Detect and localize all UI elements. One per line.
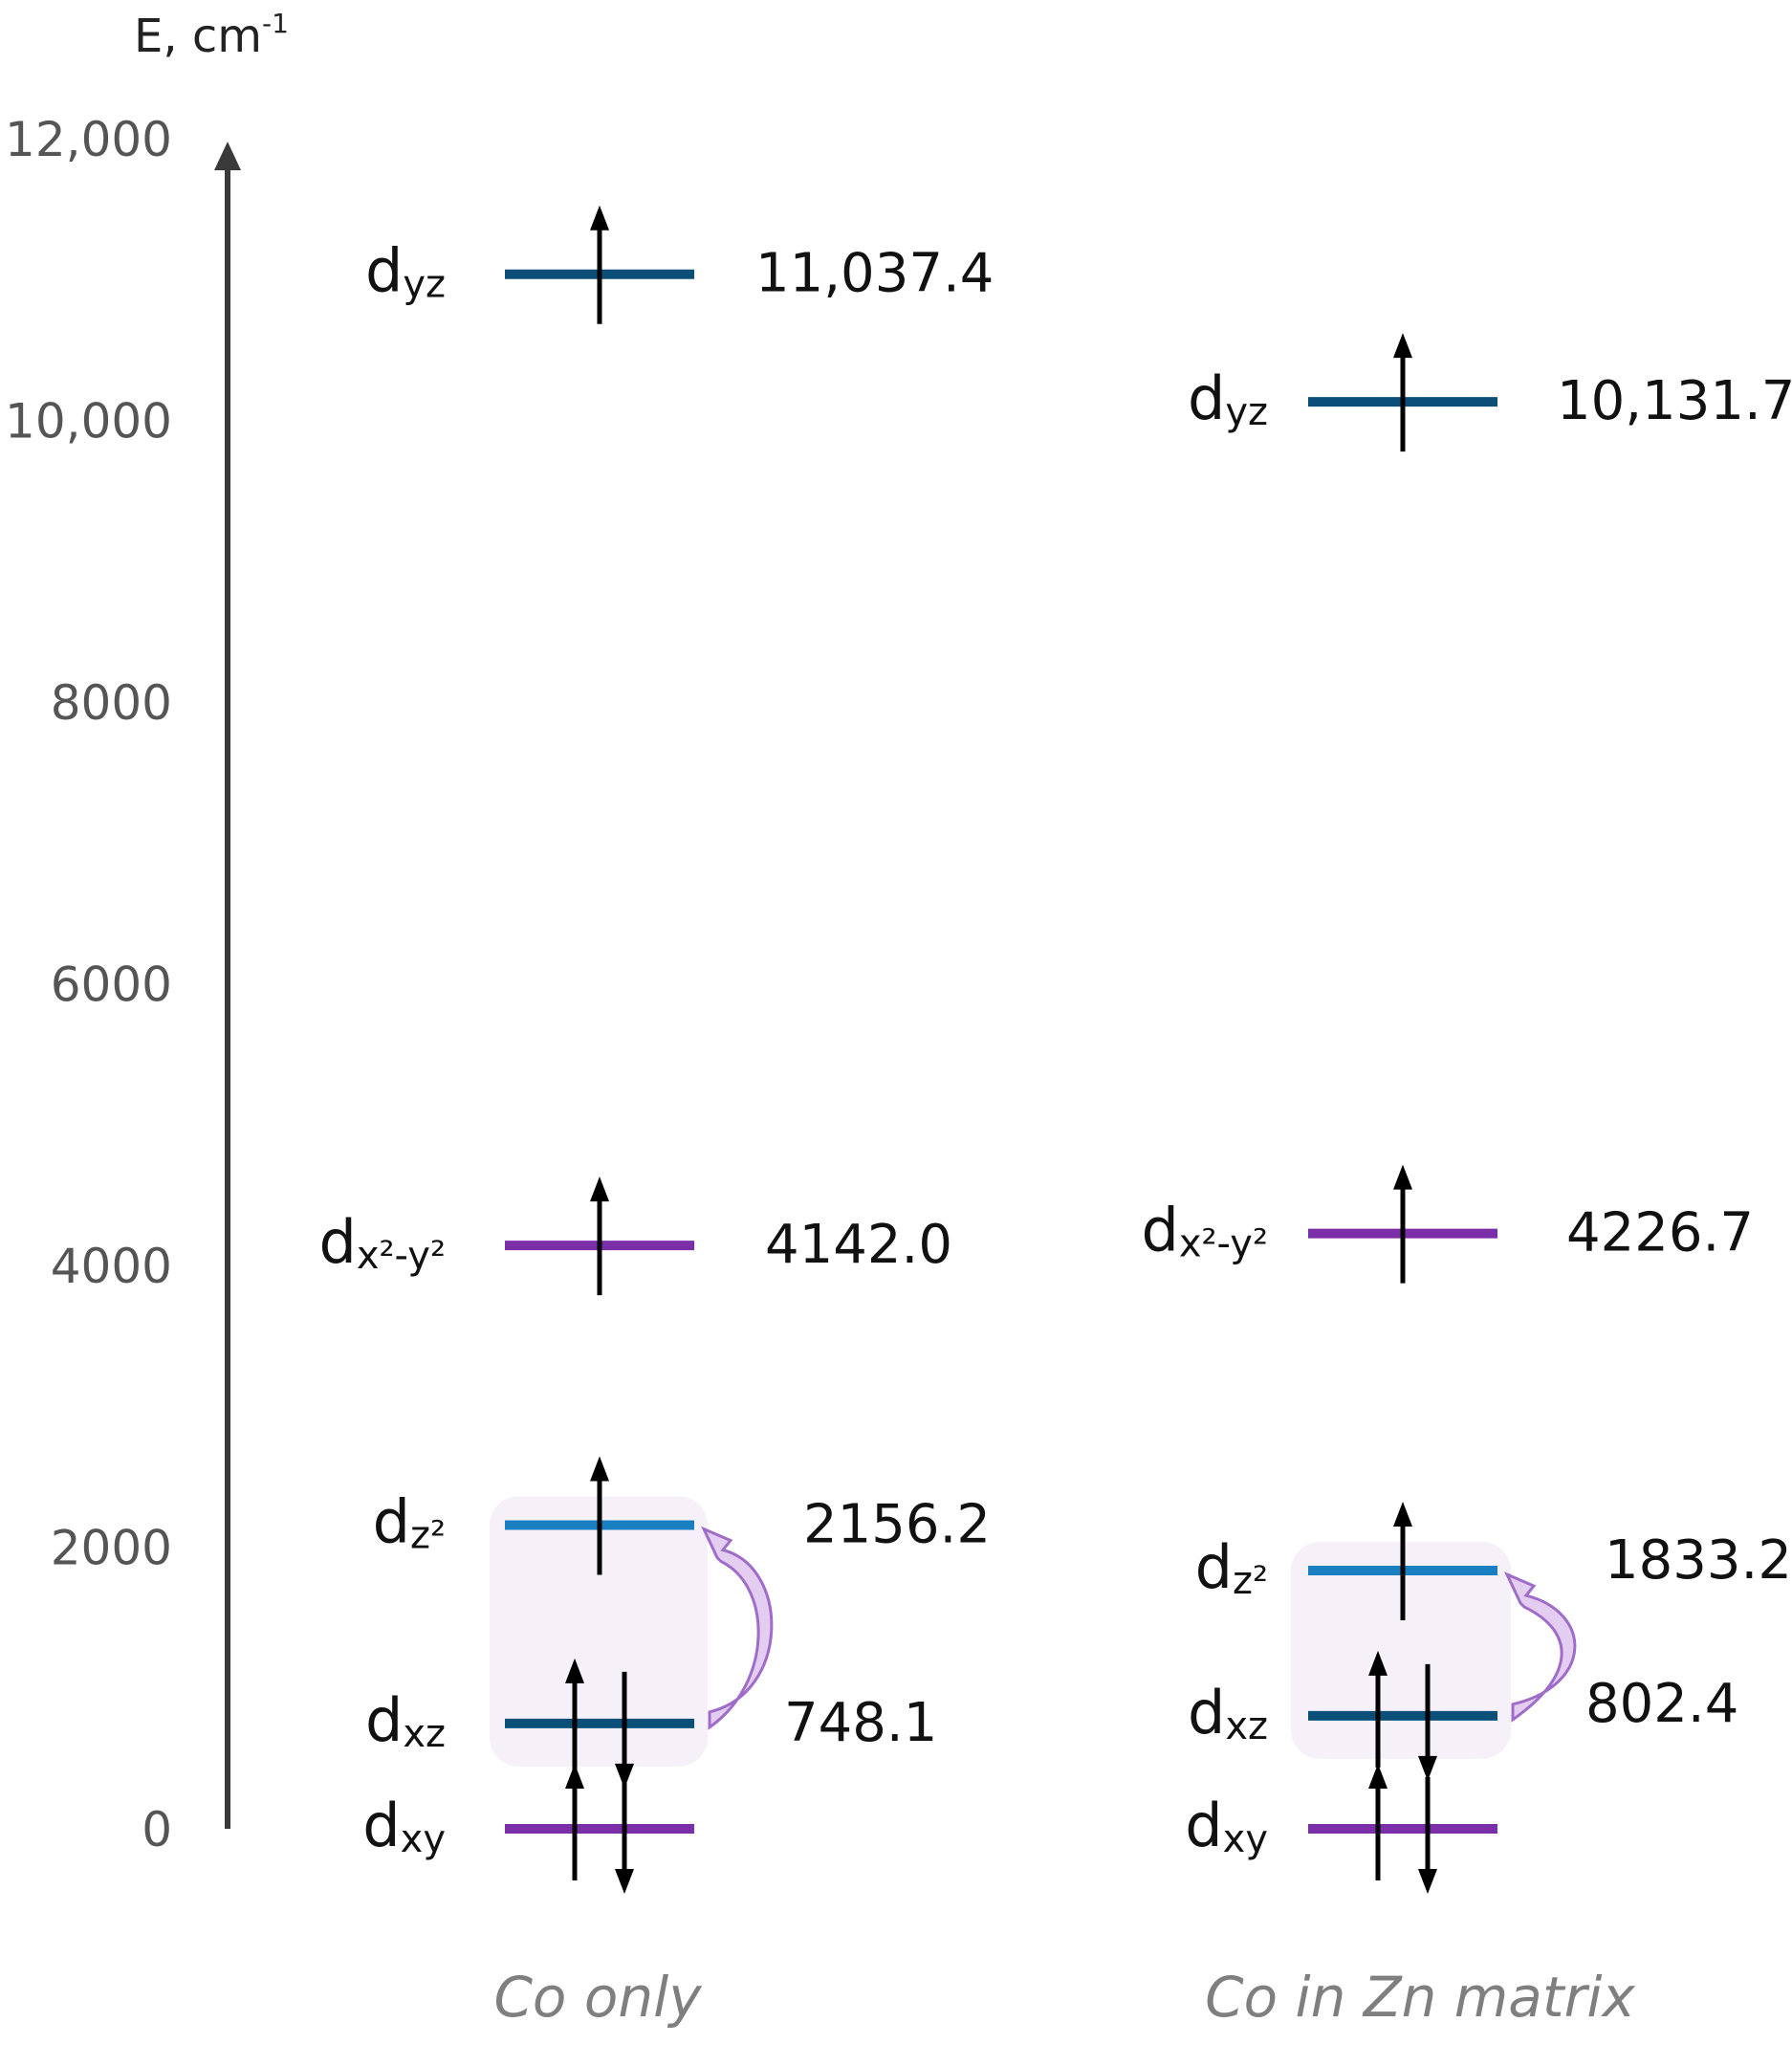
column-caption: Co only xyxy=(493,1965,702,2030)
axis-tick-label: 2000 xyxy=(51,1521,172,1576)
electron-spin-up xyxy=(1393,333,1412,452)
energy-value-dz2: 2156.2 xyxy=(803,1493,991,1555)
column-captions: Co only Co in Zn matrix xyxy=(493,1965,1635,2030)
axis-tick-labels: 12,000 10,000 8000 6000 4000 2000 0 xyxy=(5,112,172,1857)
column-co-only: dyz 11,037.4 dx²-y² 4142.0 dz² 2156.2 dxz 748.1… xyxy=(318,205,994,1894)
energy-axis-arrowhead xyxy=(214,142,241,170)
level-dxz: dxz 748.1 xyxy=(365,1658,937,1789)
level-dz2: dz² 2156.2 xyxy=(373,1456,991,1575)
electron-spin-up xyxy=(1368,1650,1388,1768)
electron-spin-up xyxy=(1368,1764,1388,1880)
electron-spin-down xyxy=(615,1777,634,1894)
electron-spin-up xyxy=(590,1176,609,1296)
energy-value-dxz: 802.4 xyxy=(1585,1673,1738,1735)
axis-tick-label: 4000 xyxy=(51,1239,172,1294)
orbital-label-dxz: dxz xyxy=(1188,1678,1268,1748)
energy-value-dxz: 748.1 xyxy=(784,1692,937,1754)
energy-value-dyz: 11,037.4 xyxy=(755,243,994,305)
level-dxz: dxz 802.4 xyxy=(1188,1650,1738,1781)
transition-curve-arrow xyxy=(1503,1571,1577,1723)
orbital-label-dyz: dyz xyxy=(1188,363,1268,434)
axis-unit-label: E, cm-1 xyxy=(134,8,289,63)
column-caption: Co in Zn matrix xyxy=(1205,1965,1635,2030)
level-dyz: dyz 11,037.4 xyxy=(365,205,994,324)
electron-spin-up xyxy=(590,205,609,324)
electron-spin-down xyxy=(1418,1777,1437,1894)
orbital-label-dz2: dz² xyxy=(1195,1532,1268,1603)
transition-highlights xyxy=(490,1496,1577,1767)
energy-axis xyxy=(214,142,241,1829)
electron-spin-up xyxy=(1393,1502,1412,1621)
axis-tick-label: 12,000 xyxy=(5,112,172,167)
electron-spin-up xyxy=(565,1764,584,1880)
transition-highlight-box xyxy=(1291,1542,1511,1759)
level-dyz: dyz 10,131.7 xyxy=(1188,333,1792,452)
transition-highlight-box xyxy=(490,1496,708,1767)
orbital-label-dz2: dz² xyxy=(373,1486,446,1557)
energy-value-dyz: 10,131.7 xyxy=(1557,370,1792,432)
column-co-in-zn: dyz 10,131.7 dx²-y² 4226.7 dz² 1833.2 dxz 802.4… xyxy=(1141,333,1792,1894)
axis-tick-label: 10,000 xyxy=(5,394,172,450)
electron-spin-down xyxy=(615,1671,634,1789)
electron-spin-down xyxy=(1418,1663,1437,1781)
energy-value-dx2y2: 4142.0 xyxy=(765,1214,952,1276)
level-dx2y2: dx²-y² 4226.7 xyxy=(1141,1164,1754,1284)
orbital-levels: dyz 11,037.4 dx²-y² 4142.0 dz² 2156.2 dxz 748.1… xyxy=(318,205,1792,1894)
axis-tick-label: 8000 xyxy=(51,675,172,731)
energy-value-dz2: 1833.2 xyxy=(1605,1529,1792,1592)
energy-value-dx2y2: 4226.7 xyxy=(1566,1202,1754,1264)
orbital-label-dyz: dyz xyxy=(365,236,446,307)
axis-tick-label: 0 xyxy=(142,1802,172,1857)
axis-tick-label: 6000 xyxy=(51,957,172,1013)
level-dxy: dxy xyxy=(362,1764,694,1894)
level-dxy: dxy xyxy=(1185,1764,1497,1894)
electron-spin-up xyxy=(590,1456,609,1575)
level-dx2y2: dx²-y² 4142.0 xyxy=(318,1176,952,1296)
orbital-label-dxy: dxy xyxy=(1185,1791,1268,1861)
level-dz2: dz² 1833.2 xyxy=(1195,1502,1792,1621)
orbital-label-dx2y2: dx²-y² xyxy=(1141,1196,1268,1266)
orbital-label-dx2y2: dx²-y² xyxy=(318,1207,446,1278)
electron-spin-up xyxy=(565,1658,584,1775)
electron-spin-up xyxy=(1393,1164,1412,1284)
orbital-label-dxy: dxy xyxy=(362,1791,446,1861)
transition-curve-arrow xyxy=(700,1526,774,1730)
orbital-label-dxz: dxz xyxy=(365,1685,446,1756)
